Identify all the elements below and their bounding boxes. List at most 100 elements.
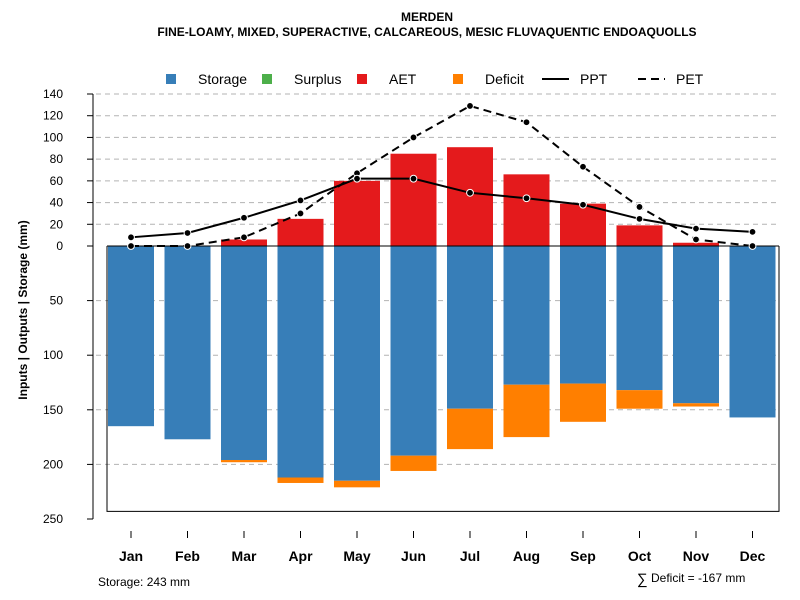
storage-bar (616, 246, 663, 391)
ppt-point (522, 194, 531, 203)
deficit-bar (390, 455, 437, 471)
x-tick-label: May (343, 548, 370, 564)
x-tick-label: Mar (232, 548, 257, 564)
ppt-point (353, 174, 361, 183)
ppt-point (127, 233, 135, 242)
legend-swatch-deficit (453, 74, 463, 84)
aet-bar (277, 218, 324, 246)
plot-frame (106, 245, 780, 512)
storage-bar (277, 246, 324, 478)
y-tick-label: 100 (43, 130, 63, 144)
legend-swatch-surplus (262, 74, 272, 84)
ppt-point (183, 229, 192, 237)
ppt-line (130, 177, 753, 239)
x-tick-label: Aug (513, 548, 540, 564)
storage-bar (334, 246, 380, 481)
storage-bar (221, 246, 267, 461)
deficit-footer: Deficit = -167 mm (651, 571, 745, 585)
aet-bar (560, 203, 606, 246)
chart-subtitle: FINE-LOAMY, MIXED, SUPERACTIVE, CALCAREO… (157, 25, 696, 39)
pet-point (635, 203, 644, 211)
ppt-point (692, 224, 700, 233)
pet-point (466, 102, 474, 110)
pet-point (240, 233, 248, 242)
pet-point (579, 162, 587, 171)
deficit-bar (503, 384, 550, 438)
x-tick-label: Sep (570, 548, 596, 564)
pet-point (183, 242, 192, 250)
pet-point (296, 209, 305, 218)
legend-label-ppt: PPT (580, 71, 608, 87)
storage-bar (390, 246, 437, 456)
y-tick-label: 100 (43, 348, 63, 362)
aet-bar (221, 239, 267, 246)
pet-point (748, 242, 757, 250)
ppt-point (409, 174, 418, 183)
aet-bar (334, 180, 380, 246)
deficit-bar (334, 480, 380, 488)
deficit-bar (673, 403, 719, 407)
aet-bar (503, 174, 550, 246)
storage-bar (447, 246, 493, 409)
x-tick-label: Dec (740, 548, 766, 564)
aet-bar (390, 153, 437, 246)
ppt-point (466, 188, 474, 197)
storage-bar (729, 246, 776, 418)
pet-point (522, 118, 531, 127)
y-tick-label: 40 (50, 196, 64, 210)
y-tick-label: 20 (50, 217, 64, 231)
deficit-bar (616, 390, 663, 409)
y-tick-label: 0 (56, 239, 63, 253)
y-tick-label: 50 (50, 294, 64, 308)
deficit-bar (560, 383, 606, 422)
x-tick-label: Jun (401, 548, 426, 564)
legend-label-storage: Storage (198, 71, 247, 87)
pet-point (692, 235, 700, 244)
storage-bar (503, 246, 550, 385)
pet-line (131, 104, 753, 247)
y-tick-label: 140 (43, 87, 63, 101)
storage-bar (108, 246, 154, 427)
y-tick-label: 250 (43, 512, 63, 526)
y-tick-label: 60 (50, 174, 64, 188)
y-tick-label: 80 (50, 152, 64, 166)
deficit-bar (277, 477, 324, 483)
y-tick-label: 200 (43, 457, 63, 471)
series-lines (127, 102, 757, 250)
legend-swatch-aet (357, 74, 367, 84)
legend-label-pet: PET (676, 71, 704, 87)
x-tick-label: Jan (119, 548, 143, 564)
x-tick-label: Oct (628, 548, 652, 564)
storage-bar (673, 246, 719, 404)
storage-bar (560, 246, 606, 384)
storage-footer: Storage: 243 mm (98, 575, 190, 589)
deficit-bar (447, 408, 493, 450)
bars (108, 147, 776, 488)
x-tick-label: Apr (288, 548, 313, 564)
ppt-point (296, 196, 305, 205)
legend-label-aet: AET (389, 71, 417, 87)
legend-label-surplus: Surplus (294, 71, 341, 87)
ppt-point (635, 214, 644, 223)
x-tick-label: Feb (175, 548, 200, 564)
y-tick-label: 120 (43, 109, 63, 123)
pet-point (127, 242, 135, 250)
pet-point (409, 133, 418, 142)
x-tick-label: Jul (460, 548, 480, 564)
y-tick-label: 150 (43, 403, 63, 417)
deficit-sum-symbol: ∑ (637, 571, 648, 588)
legend-swatch-storage (166, 74, 176, 84)
storage-capacity-frame (106, 246, 780, 512)
legend-label-deficit: Deficit (485, 71, 524, 87)
ppt-point (748, 227, 757, 236)
ppt-point (240, 213, 248, 222)
x-tick-label: Nov (683, 548, 710, 564)
legend: Storage Surplus AET Deficit PPT PET (166, 71, 704, 87)
chart-title: MERDEN (401, 10, 453, 24)
ppt-point (579, 200, 587, 209)
storage-bar (164, 246, 211, 440)
y-axis-label: Inputs | Outputs | Storage (mm) (16, 220, 30, 399)
aet-bar (673, 242, 719, 246)
